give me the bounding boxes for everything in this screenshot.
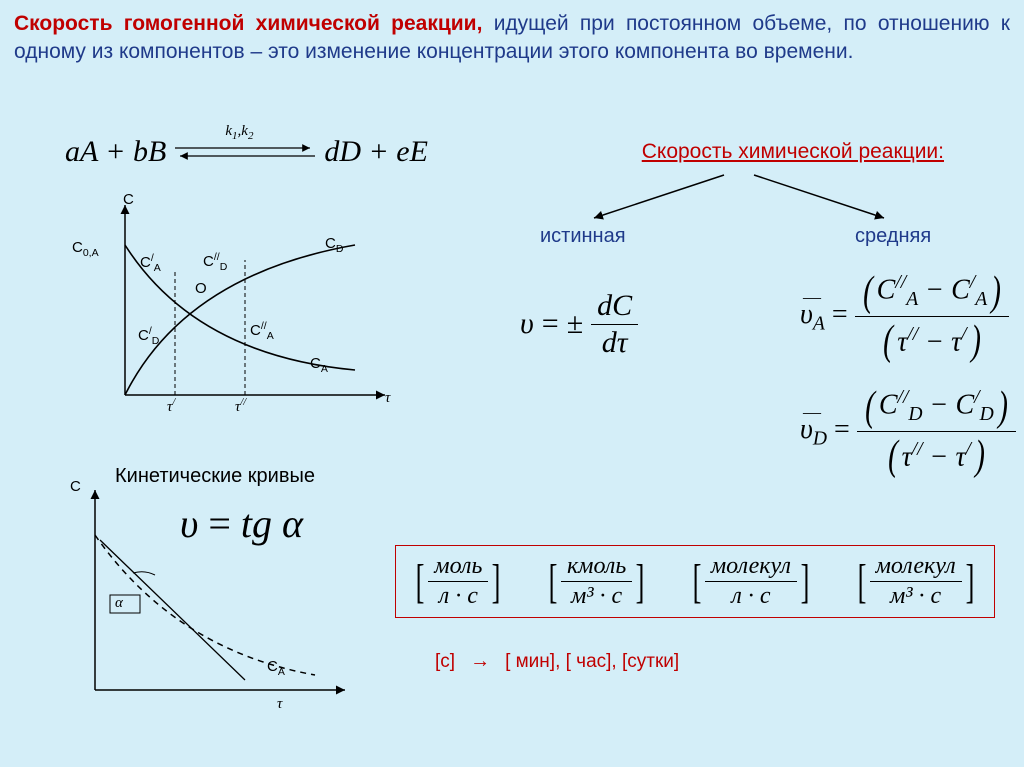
header-red: Скорость гомогенной химической реакции, (14, 12, 482, 35)
time-from: [с] (435, 651, 455, 673)
unit-1: [ мольл · с ] (412, 554, 504, 609)
definition-header: Скорость гомогенной химической реакции, … (0, 0, 1024, 67)
rate-heading: Скорость химической реакции: (642, 140, 944, 164)
avg-velocity-D: —υD = C//D − C/D τ// − τ/ (800, 385, 1016, 478)
avg-velocity-A: —υA = C//A − C/A τ// − τ/ (800, 270, 1009, 363)
unit-2: [ кмольм³ · с ] (545, 554, 648, 609)
branch-avg: средняя (855, 225, 931, 248)
arrow-right-icon: → (470, 650, 490, 673)
true-velocity-formula: υ = ± dC dτ (520, 290, 638, 358)
xlabel: τ (385, 390, 390, 407)
kinetic-curves-chart-1: C τ C0,A C/A C//D CD O C/D C//A CA τ/ τ/… (85, 195, 395, 415)
units-box: [ мольл · с ] [ кмольм³ · с ] [ молекулл… (395, 545, 995, 618)
eq-left: aA + bB (65, 135, 166, 169)
kinetic-curves-chart-2: C τ CA α (55, 480, 365, 710)
main-equation: aA + bB k1,k2 dD + eE (65, 135, 428, 169)
eq-right: dD + eE (324, 135, 428, 169)
unit-4: [ молекулм³ · с ] (854, 554, 978, 609)
branch-arrows-icon (554, 170, 914, 225)
k-constants: k1,k2 (225, 123, 253, 142)
branch-true: истинная (540, 225, 626, 248)
ylabel: C (123, 191, 134, 208)
reversible-arrows-icon: k1,k2 (170, 137, 320, 167)
time-units-line: [с] → [ мин], [ час], [сутки] (435, 650, 679, 673)
unit-3: [ молекулл · с ] (689, 554, 813, 609)
time-to: [ мин], [ час], [сутки] (505, 651, 679, 673)
